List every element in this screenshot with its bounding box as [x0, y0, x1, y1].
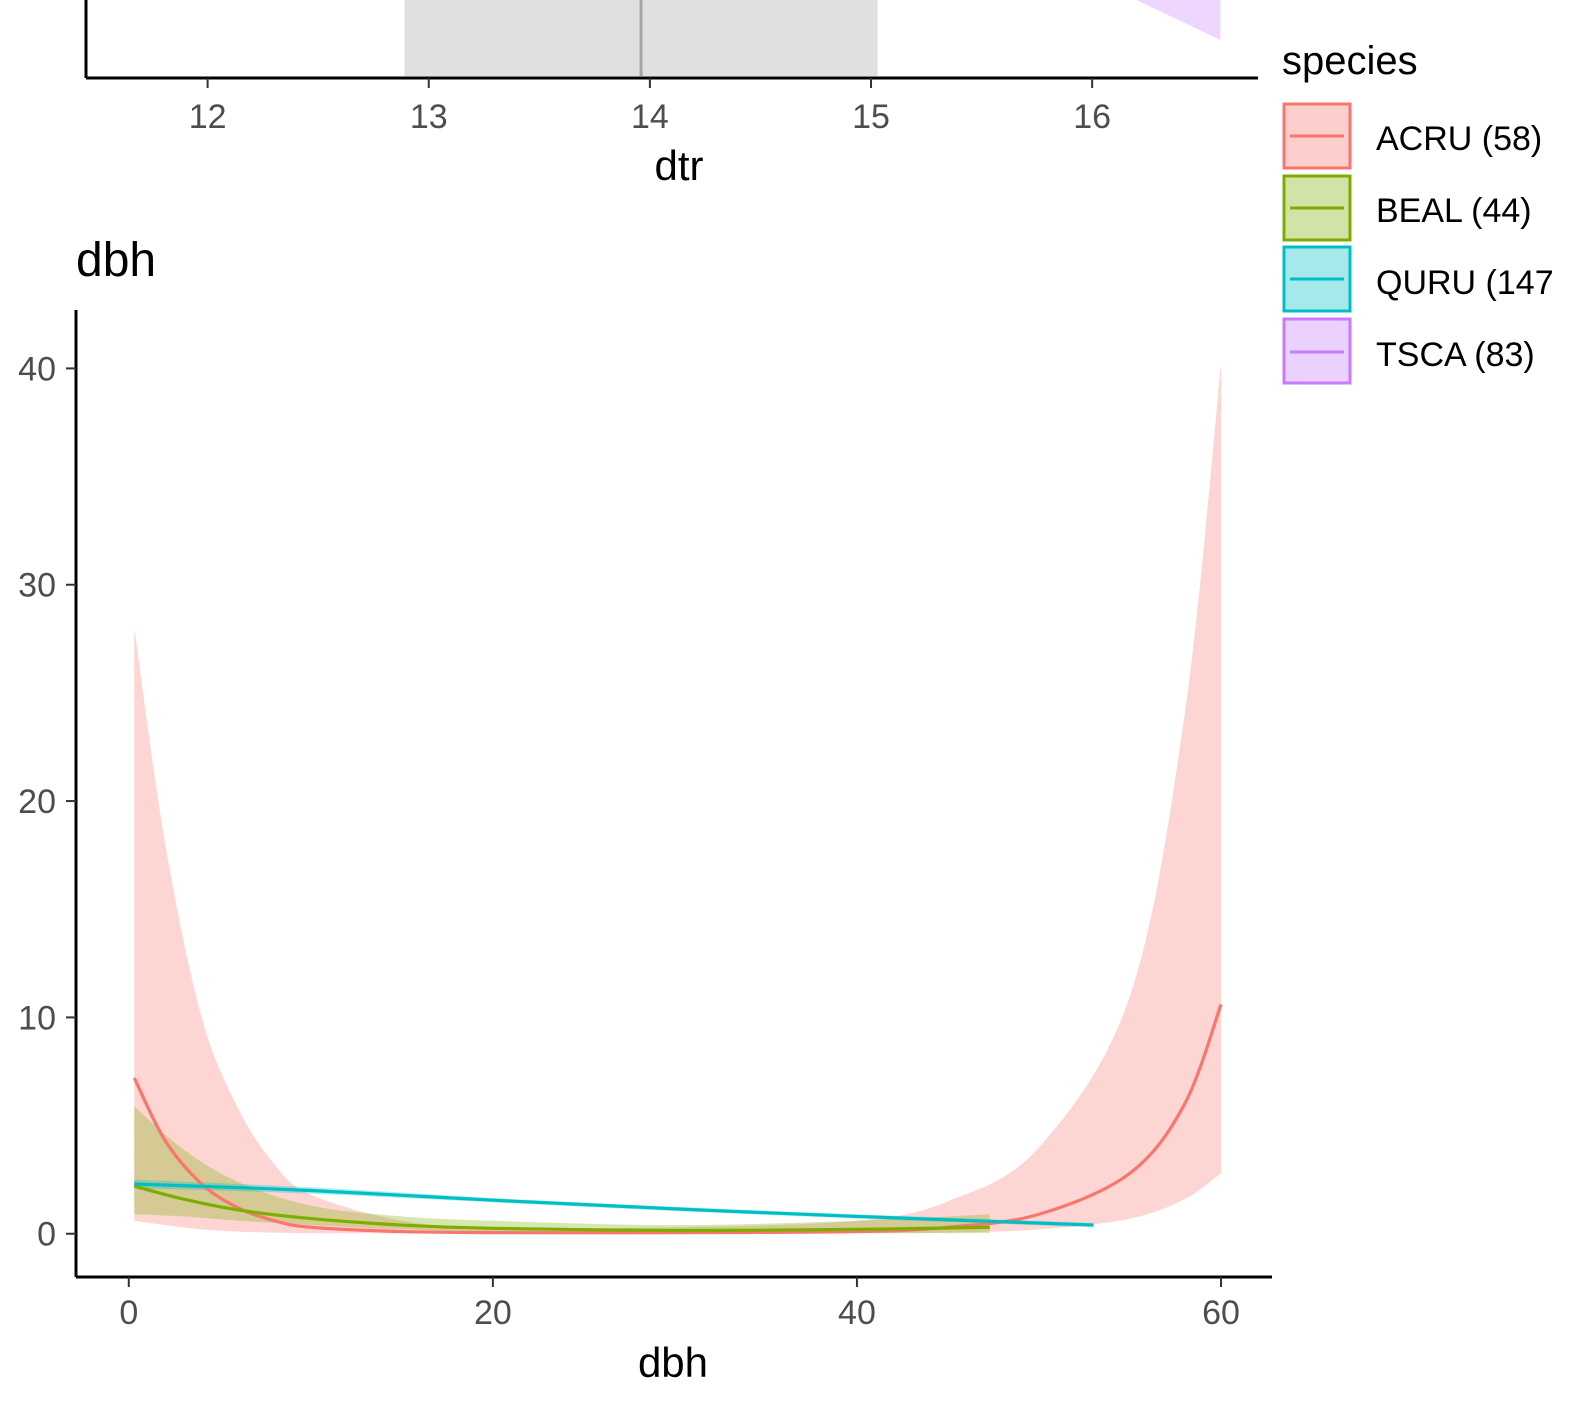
- dbh-ribbons: [134, 364, 1222, 1234]
- dtr-x-tick-label: 13: [410, 98, 448, 136]
- legend-item-acru: ACRU (58): [1282, 102, 1542, 170]
- dbh-x-tick-label: 0: [119, 1294, 138, 1332]
- legend-item-quru: QURU (147: [1282, 245, 1554, 313]
- dbh-x-tick-label: 40: [838, 1294, 876, 1332]
- dbh-y-ticks: 0 10 20 30 40: [18, 350, 76, 1254]
- dtr-x-tick-label: 16: [1073, 98, 1111, 136]
- dtr-x-tick-label: 15: [852, 98, 890, 136]
- dtr-panel: 12 13 14 15 16 dtr: [84, 0, 1258, 189]
- dbh-panel: dbh 0 10 20 30 40 0 20 40 60 dbh: [18, 234, 1272, 1386]
- dbh-x-tick-label: 20: [474, 1294, 512, 1332]
- dtr-x-ticks: 12 13 14 15 16: [189, 78, 1111, 136]
- dbh-line-quru: [134, 1182, 1094, 1227]
- dbh-line-acru: [132, 1003, 1223, 1235]
- legend-item-tsca: TSCA (83): [1282, 317, 1535, 385]
- dbh-y-tick-label: 30: [18, 567, 56, 605]
- dbh-panel-title: dbh: [76, 234, 156, 287]
- legend-item-beal: BEAL (44): [1282, 174, 1532, 242]
- legend-title: species: [1282, 39, 1418, 83]
- dbh-x-axis-title: dbh: [638, 1339, 708, 1386]
- dbh-ribbon-acru: [134, 364, 1222, 1234]
- dtr-x-tick-label: 12: [189, 98, 227, 136]
- legend-label-tsca: TSCA (83): [1376, 336, 1535, 374]
- dbh-line-beal: [133, 1184, 990, 1233]
- dbh-x-tick-label: 60: [1202, 1294, 1240, 1332]
- dtr-rug-band: [404, 0, 878, 76]
- dtr-x-axis-title: dtr: [654, 142, 703, 189]
- dtr-ribbon-tsca: [1136, 0, 1221, 40]
- legend: species ACRU (58) BEAL (44) QURU (147 TS…: [1282, 39, 1554, 385]
- dbh-y-tick-label: 0: [37, 1216, 56, 1254]
- legend-label-acru: ACRU (58): [1376, 120, 1542, 158]
- dbh-lines: [132, 1003, 1223, 1235]
- dbh-ribbon-beal: [134, 1106, 990, 1234]
- dbh-y-tick-label: 40: [18, 350, 56, 388]
- dbh-y-tick-label: 10: [18, 999, 56, 1037]
- legend-label-quru: QURU (147: [1376, 264, 1554, 302]
- dtr-x-tick-label: 14: [631, 98, 669, 136]
- legend-label-beal: BEAL (44): [1376, 192, 1532, 230]
- dtr-ribbons: [1136, 0, 1221, 40]
- dbh-y-tick-label: 20: [18, 783, 56, 821]
- dbh-x-ticks: 0 20 40 60: [119, 1277, 1240, 1332]
